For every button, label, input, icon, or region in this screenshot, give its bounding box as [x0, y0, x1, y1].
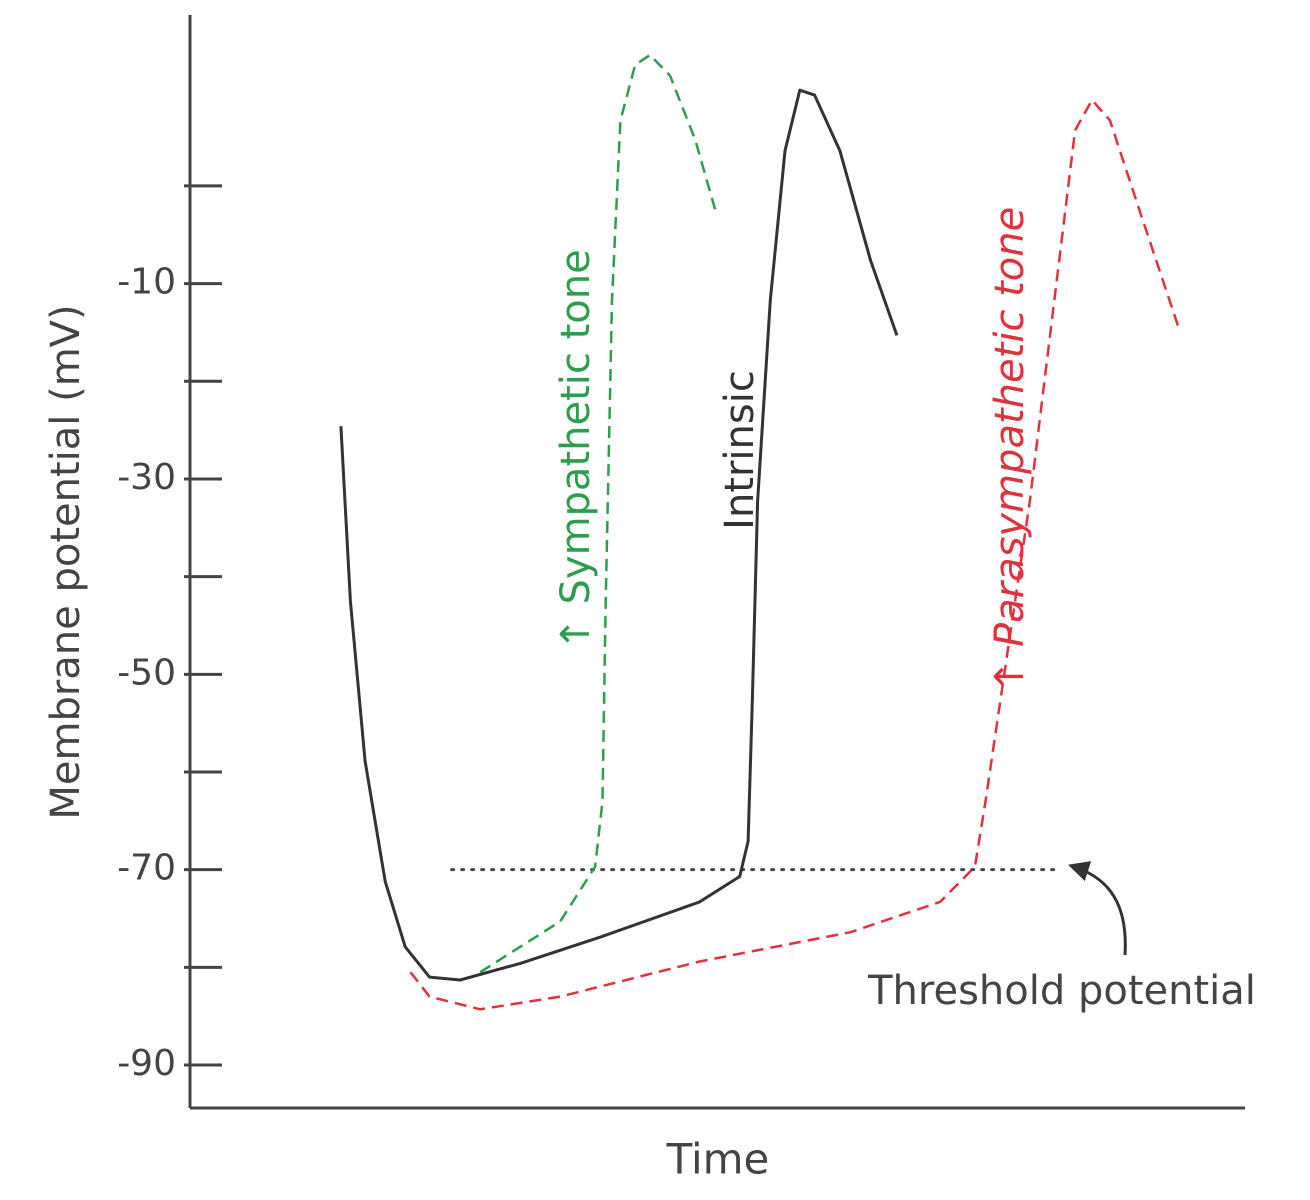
y-tick-label: -70 [117, 848, 176, 889]
y-tick-label: -30 [117, 457, 176, 498]
series-label: ↑ Sympathetic tone [553, 249, 599, 650]
series-label: Intrinsic [717, 370, 763, 530]
y-tick-label: -90 [117, 1043, 176, 1084]
threshold-label: Threshold potential [867, 968, 1256, 1014]
y-tick-label: -50 [117, 652, 176, 693]
series-line [339, 88, 899, 982]
threshold-arrow [1067, 861, 1127, 956]
series-line [409, 98, 1181, 1011]
y-axis-title: Membrane potential (mV) [43, 304, 89, 819]
y-tick-label: -10 [117, 262, 176, 303]
x-axis-title: Time [666, 1135, 770, 1184]
series-label: ↑ Parasympathetic tone [987, 207, 1033, 693]
